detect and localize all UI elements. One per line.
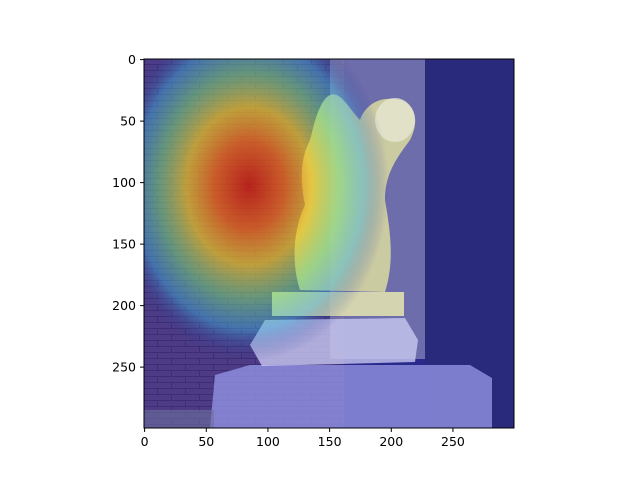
y-tick-label: 0 [128, 52, 136, 67]
heatmap-image [144, 59, 514, 428]
activation-overlay [144, 59, 514, 428]
x-tick-label: 250 [441, 434, 465, 449]
axes-frame [143, 58, 515, 429]
y-tick-label: 100 [112, 175, 136, 190]
y-tick-label: 200 [112, 298, 136, 313]
x-tick-label: 200 [379, 434, 403, 449]
x-axis: 0 50 100 150 200 250 [141, 428, 465, 449]
y-tick-label: 50 [120, 114, 136, 129]
y-tick-label: 250 [112, 360, 136, 375]
ground-gravel [144, 410, 214, 428]
y-axis: 0 50 100 150 200 250 [112, 52, 144, 375]
x-tick-label: 150 [318, 434, 342, 449]
x-tick-label: 50 [198, 434, 214, 449]
x-tick-label: 0 [141, 434, 149, 449]
y-tick-label: 150 [112, 237, 136, 252]
x-tick-label: 100 [256, 434, 280, 449]
